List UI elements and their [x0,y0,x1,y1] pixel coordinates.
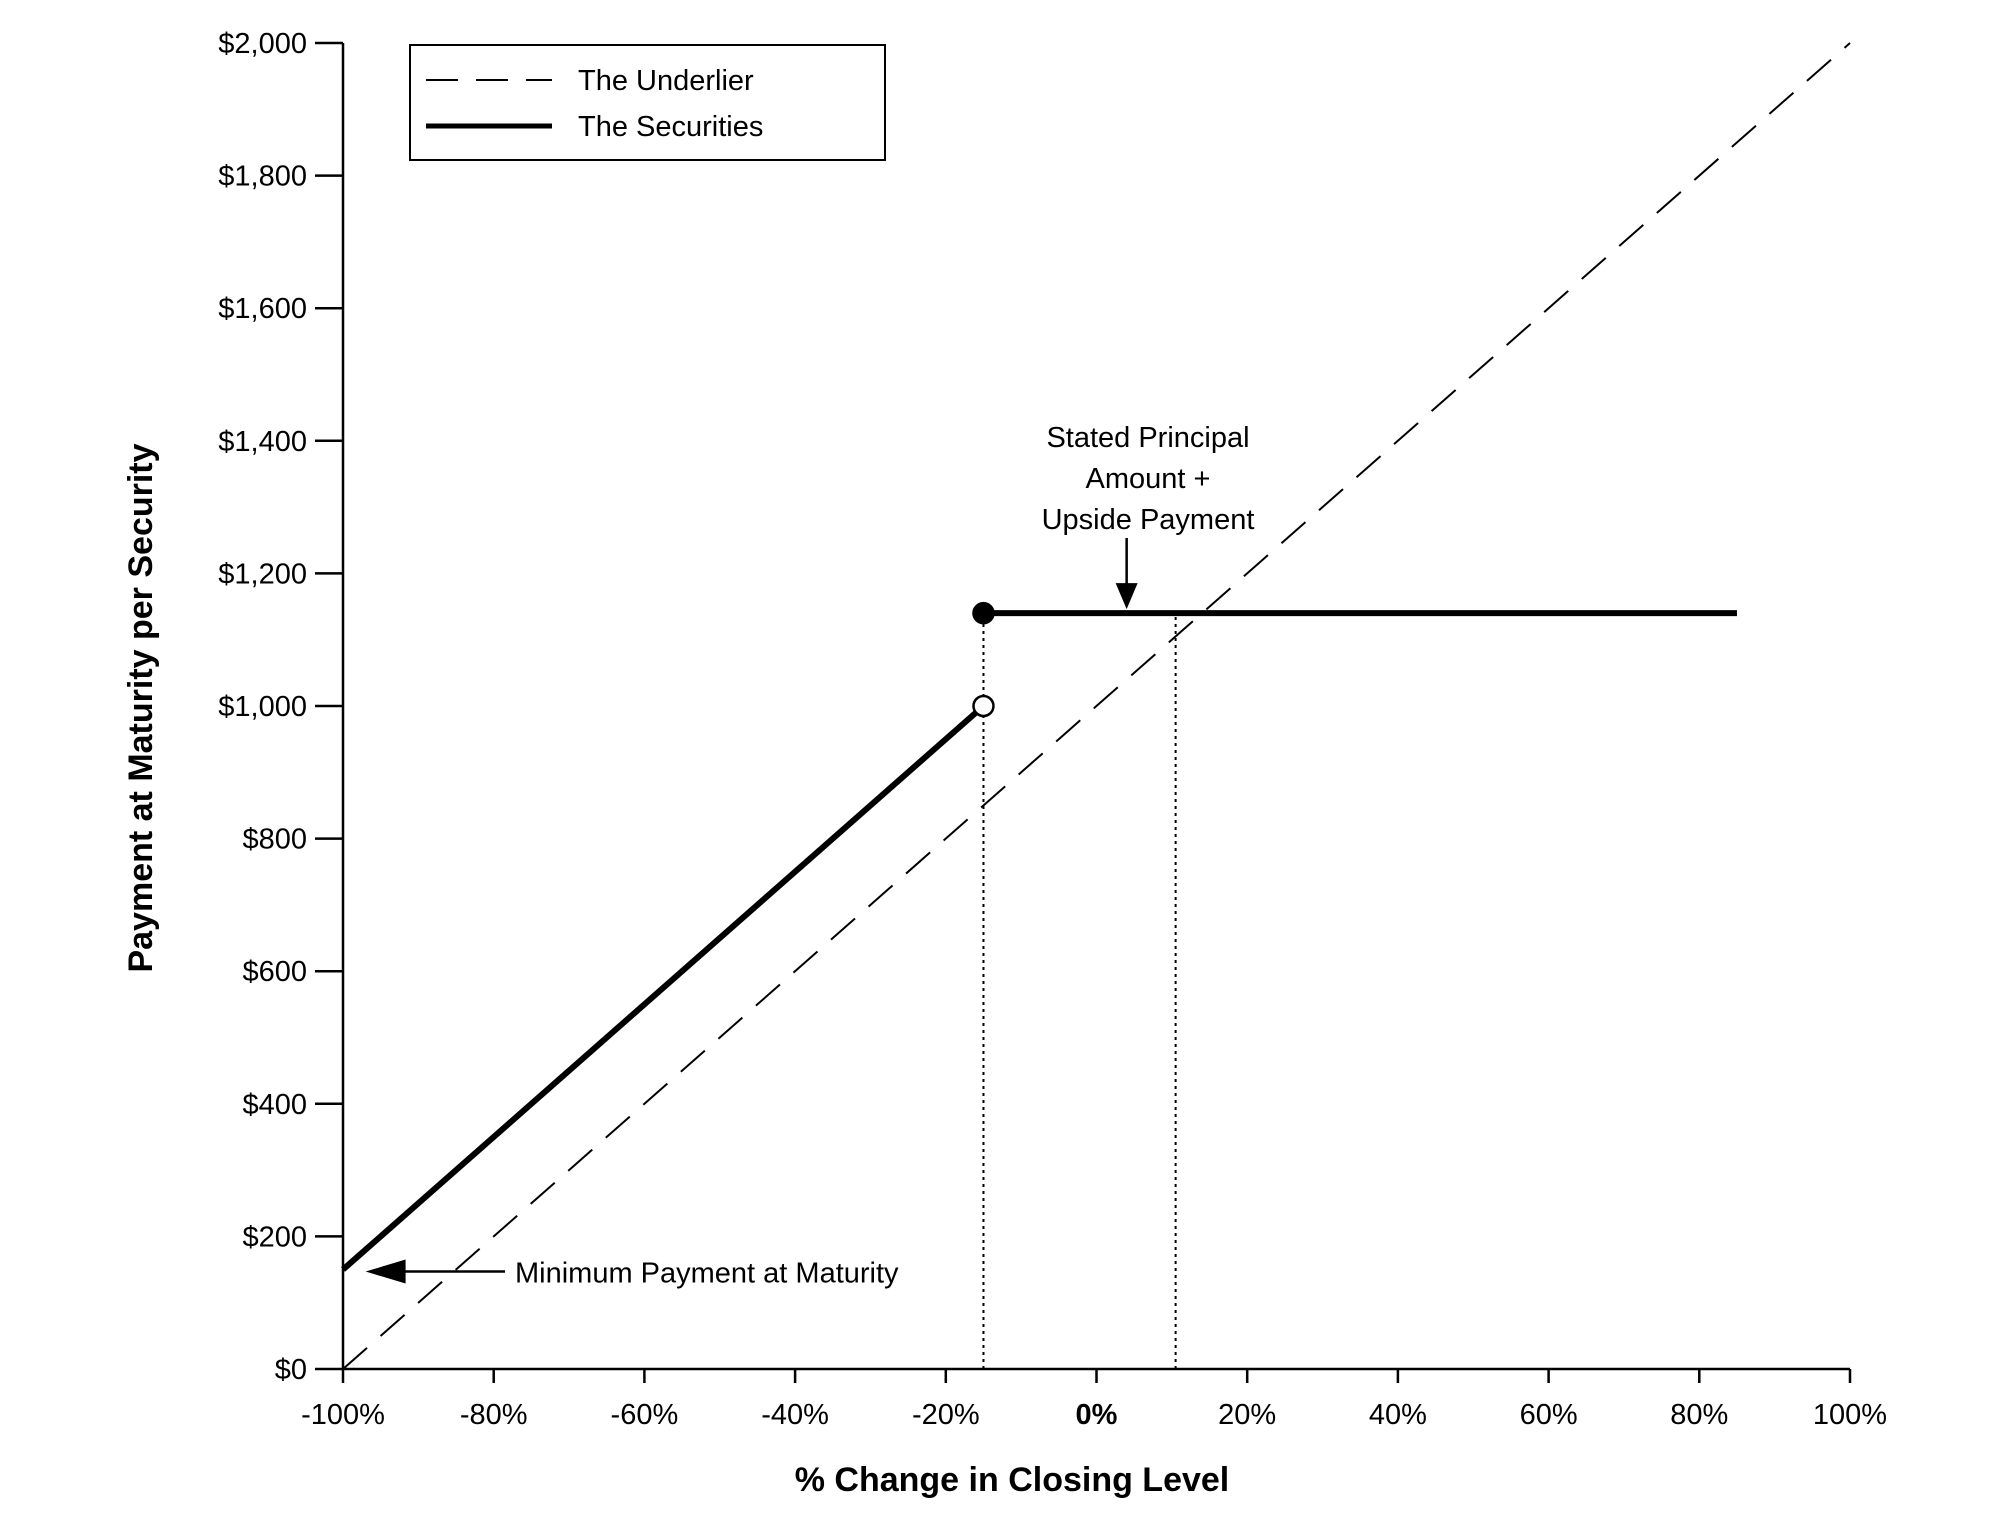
y-tick-label: $2,000 [218,28,307,60]
y-tick-label: $400 [242,1089,307,1121]
series-layer [341,42,1851,1370]
annotation-upside-text-line: Amount + [1086,463,1211,495]
y-tick-label: $1,400 [218,426,307,458]
x-tick-label: 100% [1813,1399,1887,1431]
y-tick-label: $600 [242,956,307,988]
y-tick-label: $800 [242,824,307,856]
y-ticks: $0 $200 $400 $600 $800 $1,000 $1,200 $1,400 $1,6… [218,28,343,1386]
series-underlier-line [342,42,1851,1370]
x-tick-label: 0% [1076,1399,1118,1431]
x-tick-label: -60% [611,1399,679,1431]
markers-layer [972,601,995,718]
legend-box [409,44,886,161]
series-securities-segment-1 [341,703,986,1272]
y-tick-label: $1,000 [218,691,307,723]
x-tick-label: 60% [1520,1399,1578,1431]
y-axis-title: Payment at Maturity per Security [122,443,160,972]
x-tick-label: -100% [301,1399,385,1431]
annotation-upside-text-line: Upside Payment [1042,504,1255,536]
annotations-layer: Stated Principal Amount + Upside Payment Mi… [365,422,1255,1290]
x-tick-label: -40% [761,1399,829,1431]
annotation-minimum-arrowhead [365,1259,406,1284]
x-ticks: -100% -80% -60% -40% -20% 0% 20% 40% 60% 80% 100% [301,1369,1887,1431]
legend-label-underlier: The Underlier [578,65,754,97]
y-tick-label: $1,200 [218,558,307,590]
annotation-upside-text-line: Stated Principal [1046,422,1249,454]
reference-lines-layer [982,613,1177,1369]
y-tick-label: $1,600 [218,293,307,325]
x-tick-label: -80% [460,1399,528,1431]
y-tick-label: $200 [242,1221,307,1253]
x-tick-label: -20% [912,1399,980,1431]
annotation-minimum-text: Minimum Payment at Maturity [515,1258,899,1290]
y-tick-label: $1,800 [218,161,307,193]
legend: The Underlier The Securities [409,44,886,161]
y-tick-label: $0 [275,1354,307,1386]
x-axis-title: % Change in Closing Level [795,1461,1230,1499]
x-tick-label: 80% [1670,1399,1728,1431]
x-tick-label: 20% [1218,1399,1276,1431]
annotation-upside-arrowhead [1115,583,1138,610]
legend-label-securities: The Securities [578,111,763,143]
filled-point-marker [972,601,995,625]
x-tick-label: 40% [1369,1399,1427,1431]
open-point-marker [972,694,995,718]
